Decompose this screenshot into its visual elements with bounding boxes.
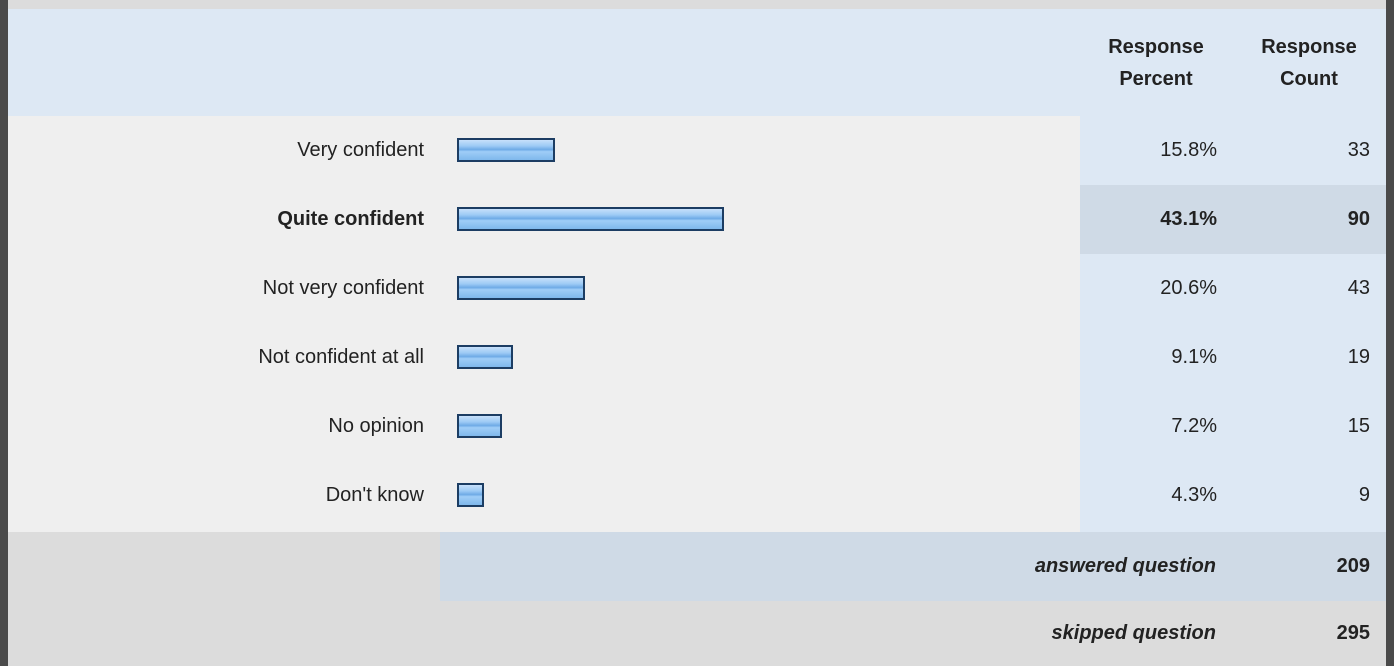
response-count: 15 — [1217, 392, 1370, 461]
response-bar — [457, 483, 484, 507]
table-row: Not very confident 20.6% 43 — [8, 254, 1386, 323]
answer-label: Not very confident — [263, 254, 424, 323]
response-count: 9 — [1217, 461, 1370, 530]
answer-label: Very confident — [297, 116, 424, 185]
response-percent: 4.3% — [1080, 461, 1217, 530]
answered-question-label: answered question — [1035, 532, 1216, 601]
response-percent-header: Response Percent — [1088, 9, 1224, 116]
response-count: 33 — [1217, 116, 1370, 185]
answer-label: Don't know — [326, 461, 424, 530]
response-count: 90 — [1217, 185, 1370, 254]
response-bar — [457, 207, 724, 231]
response-bar — [457, 138, 555, 162]
response-bar — [457, 414, 502, 438]
skipped-question-row — [440, 601, 1386, 666]
answer-label: Quite confident — [277, 185, 424, 254]
answer-label: No opinion — [328, 392, 424, 461]
table-row: Not confident at all 9.1% 19 — [8, 323, 1386, 392]
footer-spacer — [8, 532, 440, 666]
response-count: 19 — [1217, 323, 1370, 392]
response-percent: 43.1% — [1080, 185, 1217, 254]
right-border — [1386, 0, 1394, 666]
response-percent-header-line2: Percent — [1108, 63, 1204, 95]
left-border — [0, 0, 8, 666]
table-row: No opinion 7.2% 15 — [8, 392, 1386, 461]
response-count-header-line1: Response — [1261, 31, 1357, 63]
table-row: Quite confident 43.1% 90 — [8, 185, 1386, 254]
response-percent: 15.8% — [1080, 116, 1217, 185]
response-count-header: Response Count — [1244, 9, 1374, 116]
response-percent: 20.6% — [1080, 254, 1217, 323]
response-percent-header-line1: Response — [1108, 31, 1204, 63]
response-bar — [457, 276, 585, 300]
table-row: Very confident 15.8% 33 — [8, 116, 1386, 185]
response-bar — [457, 345, 513, 369]
answered-question-row — [440, 532, 1386, 601]
skipped-question-value: 295 — [1337, 601, 1370, 666]
response-count: 43 — [1217, 254, 1370, 323]
response-count-header-line2: Count — [1261, 63, 1357, 95]
response-percent: 7.2% — [1080, 392, 1217, 461]
skipped-question-label: skipped question — [1052, 601, 1216, 666]
table-row: Don't know 4.3% 9 — [8, 461, 1386, 530]
answer-label: Not confident at all — [258, 323, 424, 392]
answered-question-value: 209 — [1337, 532, 1370, 601]
response-percent: 9.1% — [1080, 323, 1217, 392]
